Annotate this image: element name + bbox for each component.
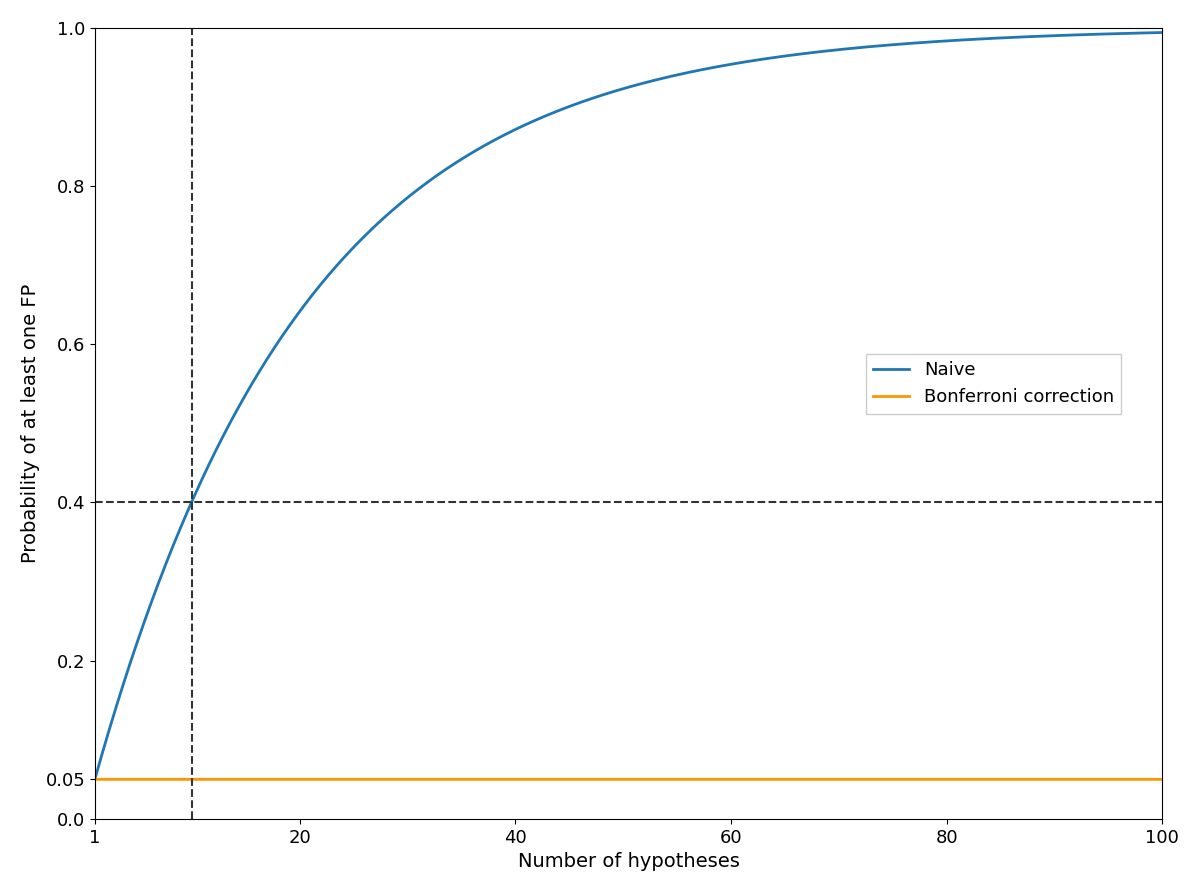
Line: Naive: Naive: [95, 32, 1163, 780]
Bonferroni correction: [1156, 774, 1170, 785]
Bonferroni correction: [92, 774, 107, 785]
Naive: [151, 577, 166, 588]
Legend: Naive, Bonferroni correction: Naive, Bonferroni correction: [866, 354, 1121, 414]
Bonferroni correction: [610, 774, 624, 785]
Naive: [88, 774, 102, 785]
Naive: [1098, 29, 1112, 39]
Naive: [296, 301, 311, 311]
Naive: [132, 632, 146, 642]
X-axis label: Number of hypotheses: Number of hypotheses: [517, 852, 739, 871]
Naive: [92, 757, 107, 768]
Bonferroni correction: [1098, 774, 1112, 785]
Y-axis label: Probability of at least one FP: Probability of at least one FP: [20, 284, 40, 563]
Bonferroni correction: [132, 774, 146, 785]
Naive: [1156, 27, 1170, 37]
Bonferroni correction: [296, 774, 311, 785]
Bonferroni correction: [151, 774, 166, 785]
Bonferroni correction: [88, 774, 102, 785]
Naive: [610, 86, 624, 96]
